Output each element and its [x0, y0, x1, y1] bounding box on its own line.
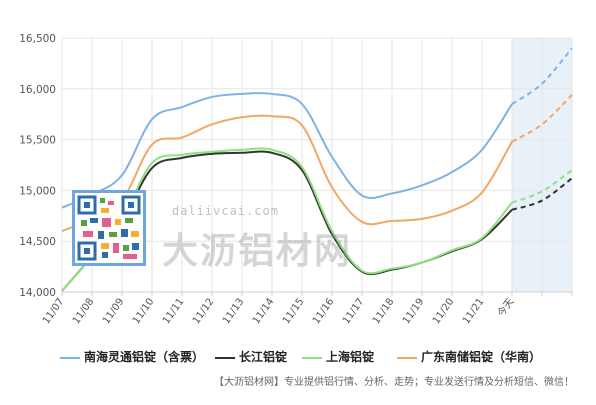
x-tick-label: 11/08	[71, 296, 97, 326]
legend-label: 南海灵通铝锭（含票）	[84, 350, 205, 364]
series-line-forecast	[511, 47, 573, 105]
x-tick-label: 11/09	[101, 296, 127, 326]
legend-item-changjiang[interactable]: 长江铝锭	[215, 347, 287, 367]
grid-lines	[61, 37, 573, 293]
x-tick-label: 11/20	[431, 296, 457, 326]
legend-item-shanghai[interactable]: 上海铝锭	[302, 347, 374, 367]
legend-label: 广东南储铝锭（华南）	[421, 350, 542, 364]
x-tick-label: 11/11	[161, 296, 187, 326]
axes: 16,50016,00015,50015,00014,50014,00011/0…	[19, 33, 573, 326]
qr-code-icon	[77, 195, 141, 261]
y-tick-label: 15,000	[19, 185, 56, 197]
x-tick-label: 今天	[494, 295, 516, 319]
y-tick-label: 14,000	[19, 287, 56, 299]
x-tick-label: 11/19	[401, 296, 427, 326]
series-line-forecast	[511, 177, 573, 211]
x-tick-label: 11/21	[461, 296, 487, 326]
x-tick-label: 11/13	[221, 296, 247, 326]
qr-code-image	[72, 190, 146, 266]
x-tick-label: 11/12	[191, 296, 217, 326]
legend-swatch	[302, 356, 322, 359]
y-tick-label: 16,000	[19, 84, 56, 96]
legend-swatch	[60, 356, 80, 359]
y-tick-label: 15,500	[19, 135, 56, 147]
y-tick-label: 16,500	[19, 33, 56, 45]
legend-item-guangdong[interactable]: 广东南储铝锭（华南）	[397, 347, 541, 367]
legend-label: 上海铝锭	[326, 350, 375, 364]
legend-item-nanhai[interactable]: 南海灵通铝锭（含票）	[60, 347, 204, 367]
x-tick-label: 11/10	[131, 296, 157, 326]
series-line-solid	[61, 92, 513, 209]
legend-swatch	[397, 356, 417, 359]
series-line-solid	[61, 114, 513, 232]
legend-swatch	[215, 356, 235, 359]
x-tick-label: 11/15	[281, 296, 307, 326]
legend: 南海灵通铝锭（含票） 长江铝锭 上海铝锭 广东南储铝锭（华南）	[0, 347, 596, 367]
legend-label: 长江铝锭	[239, 350, 288, 364]
series-lines	[61, 47, 573, 292]
x-tick-label: 11/16	[311, 296, 337, 326]
watermark-brand: 大沥铝材网	[162, 231, 353, 272]
watermark-url: daliivcai.com	[172, 204, 279, 218]
x-tick-label: 11/18	[371, 296, 397, 326]
price-line-chart: 16,50016,00015,50015,00014,50014,00011/0…	[19, 33, 573, 326]
x-tick-label: 11/17	[341, 296, 367, 326]
footer-note: 【大沥铝材网】专业提供铝行情、分析、走势；专业发送行情及分析短信、微信！	[214, 377, 574, 388]
y-tick-label: 14,500	[19, 236, 56, 248]
x-tick-label: 11/14	[251, 296, 277, 326]
x-tick-label: 11/07	[41, 296, 67, 326]
series-line-forecast	[511, 94, 573, 143]
